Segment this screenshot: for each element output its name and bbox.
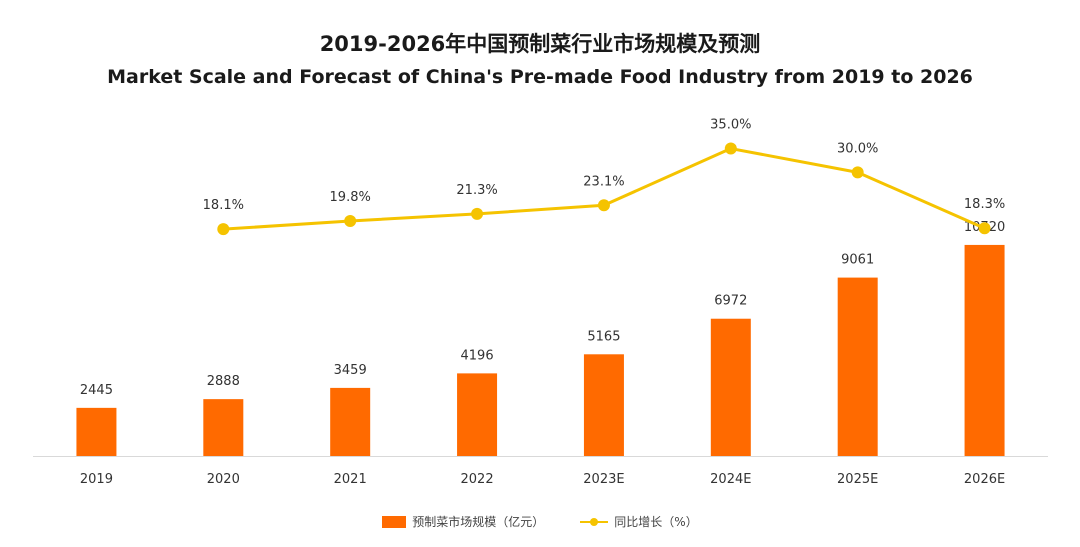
growth-value-label: 35.0% xyxy=(710,118,751,133)
growth-point xyxy=(471,207,484,220)
growth-value-label: 23.1% xyxy=(583,174,624,189)
growth-value-label: 21.3% xyxy=(456,183,497,198)
x-tick-label: 2023E xyxy=(583,472,624,487)
bar-value-label: 2888 xyxy=(207,374,240,389)
x-tick-label: 2022 xyxy=(461,472,494,487)
growth-point xyxy=(851,166,864,179)
bar-value-label: 3459 xyxy=(334,363,367,378)
x-tick-label: 2019 xyxy=(80,472,113,487)
growth-point xyxy=(724,142,737,155)
legend-label-bar: 预制菜市场规模（亿元） xyxy=(412,515,545,529)
growth-point xyxy=(978,222,991,235)
legend-item-bar: 预制菜市场规模（亿元） xyxy=(382,513,544,530)
bar xyxy=(583,354,624,456)
bar-value-label: 5165 xyxy=(587,329,620,344)
chart-legend: 预制菜市场规模（亿元） 同比增长（%） xyxy=(0,513,1080,530)
x-tick-label: 2021 xyxy=(334,472,367,487)
legend-item-line: 同比增长（%） xyxy=(580,513,698,530)
growth-value-label: 18.1% xyxy=(203,198,244,213)
x-tick-label: 2020 xyxy=(207,472,240,487)
chart-title: 2019-2026年中国预制菜行业市场规模及预测 xyxy=(319,32,761,56)
legend-swatch-bar xyxy=(382,515,407,528)
chart-subtitle: Market Scale and Forecast of China's Pre… xyxy=(107,66,973,88)
bar-value-label: 9061 xyxy=(841,253,874,268)
bar xyxy=(330,387,371,456)
bar xyxy=(964,244,1005,456)
bar xyxy=(457,373,498,456)
bar xyxy=(710,318,751,456)
legend-label-line: 同比增长（%） xyxy=(614,515,698,529)
bar-value-label: 2445 xyxy=(80,383,113,398)
growth-value-label: 19.8% xyxy=(330,190,371,205)
growth-value-label: 30.0% xyxy=(837,141,878,156)
x-tick-label: 2024E xyxy=(710,472,751,487)
x-tick-label: 2025E xyxy=(837,472,878,487)
bar xyxy=(76,407,117,456)
bar-value-label: 4196 xyxy=(461,348,494,363)
growth-point xyxy=(217,223,230,236)
bar xyxy=(203,399,244,456)
bar xyxy=(837,277,878,456)
bar-value-label: 6972 xyxy=(714,294,747,309)
legend-swatch-line xyxy=(580,516,609,528)
growth-point xyxy=(344,215,357,228)
growth-point xyxy=(597,199,610,212)
x-tick-label: 2026E xyxy=(964,472,1005,487)
growth-value-label: 18.3% xyxy=(964,197,1005,212)
